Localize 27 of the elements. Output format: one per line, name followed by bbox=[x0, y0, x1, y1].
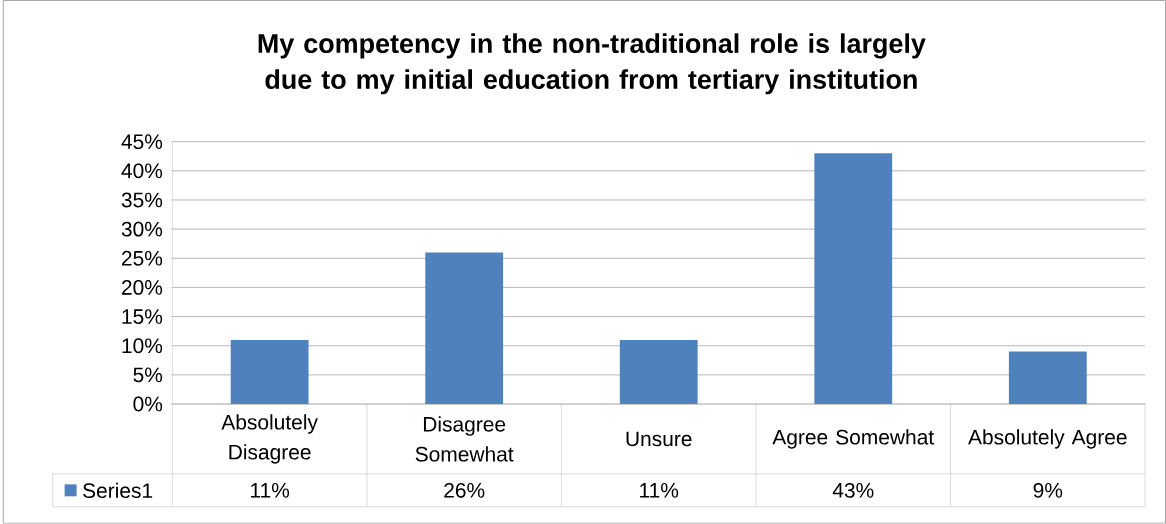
y-tick-label: 15% bbox=[122, 309, 163, 325]
x-tick-label: Disagree Somewhat bbox=[415, 416, 514, 462]
y-tick-label: 20% bbox=[122, 280, 163, 295]
y-tick-label: 45% bbox=[121, 134, 163, 150]
y-tick-label: 5% bbox=[133, 367, 163, 383]
data-label: 9% bbox=[1033, 483, 1063, 498]
y-tick-label: 10% bbox=[122, 338, 163, 354]
bar bbox=[1008, 351, 1087, 405]
x-tick-label: Absolutely Agree bbox=[968, 429, 1127, 449]
data-label: 43% bbox=[832, 483, 874, 498]
x-tick-label: Unsure bbox=[626, 431, 692, 447]
y-tick-label: 30% bbox=[121, 221, 163, 237]
legend-label: Series1 bbox=[83, 482, 153, 499]
y-tick-label: 35% bbox=[121, 192, 163, 208]
y-tick-label: 0% bbox=[133, 396, 163, 412]
bar bbox=[230, 340, 309, 405]
bar bbox=[619, 340, 698, 405]
y-tick-label: 25% bbox=[122, 250, 163, 266]
y-tick-label: 40% bbox=[121, 163, 163, 179]
bar bbox=[425, 252, 504, 405]
bar bbox=[814, 153, 893, 405]
data-label: 26% bbox=[444, 483, 485, 498]
chart-title: My competency in the non-traditional role is largely due to my initial education from tertiary institution bbox=[258, 33, 926, 95]
x-tick-label: Absolutely Disagree bbox=[221, 414, 318, 464]
x-tick-label: Agree Somewhat bbox=[772, 429, 935, 449]
data-label: 11% bbox=[640, 483, 679, 498]
data-label: 11% bbox=[251, 483, 290, 498]
